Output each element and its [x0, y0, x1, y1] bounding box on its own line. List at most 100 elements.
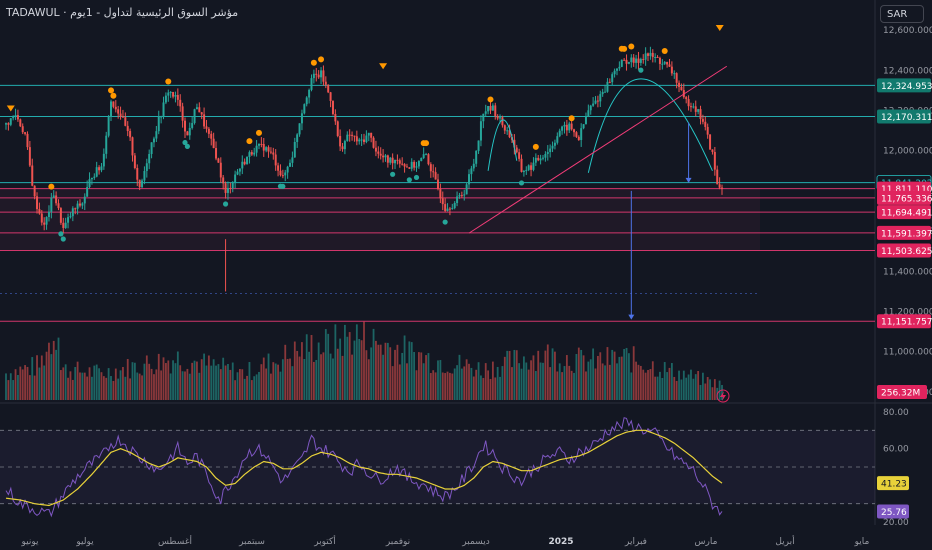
volume-bar — [527, 369, 530, 400]
candle-body — [484, 111, 487, 114]
volume-bar — [301, 342, 303, 400]
volume-bar — [186, 368, 189, 400]
volume-bar — [718, 380, 721, 400]
volume-bar — [246, 375, 248, 400]
volume-bar — [114, 368, 117, 400]
peak-triangle-marker — [379, 63, 388, 70]
candle-body — [398, 160, 401, 164]
volume-bar — [248, 362, 251, 400]
candle-body — [267, 147, 270, 152]
volume-bar — [670, 363, 673, 400]
candle-body — [351, 134, 354, 136]
volume-bar — [573, 372, 575, 400]
volume-bar — [628, 353, 630, 400]
volume-bar — [604, 365, 606, 400]
candle-body — [475, 150, 478, 164]
volume-bar — [227, 363, 229, 400]
volume-bar — [446, 371, 449, 400]
volume-bar — [138, 373, 141, 400]
index-title: مؤشر السوق الرئيسية لتداول - 1يوم — [70, 6, 239, 19]
candle-body — [343, 141, 346, 150]
volume-bar — [110, 376, 112, 400]
candle-body — [635, 58, 638, 63]
candle-body — [162, 102, 165, 117]
volume-bar — [508, 350, 511, 400]
volume-bar — [439, 360, 442, 400]
volume-bar — [91, 376, 93, 400]
volume-bar — [403, 335, 406, 400]
candle-body — [210, 133, 213, 139]
volume-bar — [224, 365, 227, 400]
volume-bar — [365, 350, 368, 400]
volume-bar — [355, 324, 358, 400]
signal-dot-buy — [184, 143, 190, 150]
candle-body — [563, 124, 566, 127]
volume-bar — [205, 365, 208, 400]
candle-body — [26, 133, 29, 148]
volume-bar — [191, 362, 194, 400]
volume-bar — [494, 377, 497, 400]
volume-bar — [236, 372, 239, 400]
candle-body — [458, 195, 461, 197]
candle-body — [422, 154, 425, 159]
volume-bar — [649, 369, 652, 400]
candle-body — [102, 153, 105, 167]
candle-body — [401, 163, 404, 165]
candle-body — [141, 180, 144, 188]
candle-body — [71, 208, 74, 217]
rsi-value-badge-bg — [877, 504, 909, 519]
candle-body — [358, 139, 361, 142]
candle-body — [33, 185, 36, 197]
volume-bar — [81, 372, 84, 400]
candle-body — [312, 73, 315, 79]
candle-body — [697, 109, 700, 112]
volume-bar — [460, 368, 463, 400]
candle-body — [93, 176, 96, 178]
volume-bar — [148, 363, 151, 400]
rsi-ma-line — [5, 429, 723, 507]
volume-bar — [692, 378, 695, 400]
candle-body — [52, 195, 55, 198]
currency-button[interactable]: SAR — [880, 5, 924, 23]
volume-bar — [685, 377, 688, 400]
volume-bar — [231, 362, 234, 400]
volume-bar — [682, 370, 685, 400]
volume-bar — [289, 358, 291, 400]
volume-bar — [410, 342, 413, 400]
price-level-badge-bg — [877, 109, 931, 124]
candle-body — [448, 208, 451, 210]
volume-bar — [145, 355, 148, 400]
volume-bar — [518, 363, 521, 400]
volume-bar — [95, 364, 98, 400]
candle-body — [145, 163, 148, 171]
candle-body — [148, 153, 151, 164]
volume-bar — [434, 372, 437, 400]
candle-body — [482, 113, 485, 122]
volume-bar — [351, 354, 353, 400]
volume-bar — [437, 360, 439, 400]
volume-bar — [7, 380, 10, 400]
volume-bar — [305, 334, 308, 400]
candle-body — [601, 92, 604, 95]
volume-bar — [17, 374, 19, 400]
candle-body — [718, 184, 721, 188]
volume-bar — [169, 373, 172, 400]
candle-body — [47, 211, 50, 218]
volume-bar — [398, 364, 401, 400]
candle-body — [525, 169, 528, 172]
candle-body — [699, 109, 702, 119]
candle-body — [408, 167, 411, 169]
volume-bar — [14, 369, 17, 400]
candle-body — [19, 119, 22, 127]
volume-bar — [141, 375, 143, 400]
candle-body — [246, 156, 249, 165]
candle-body — [611, 74, 614, 83]
volume-bar — [296, 350, 299, 400]
x-axis-label: 2025 — [548, 537, 573, 547]
chart-title-bar: TADAWUL · مؤشر السوق الرئيسية لتداول - 1… — [6, 6, 239, 19]
volume-bar — [680, 379, 683, 400]
volume-bar — [150, 368, 153, 400]
volume-bar — [64, 364, 67, 400]
volume-bar — [40, 355, 43, 400]
